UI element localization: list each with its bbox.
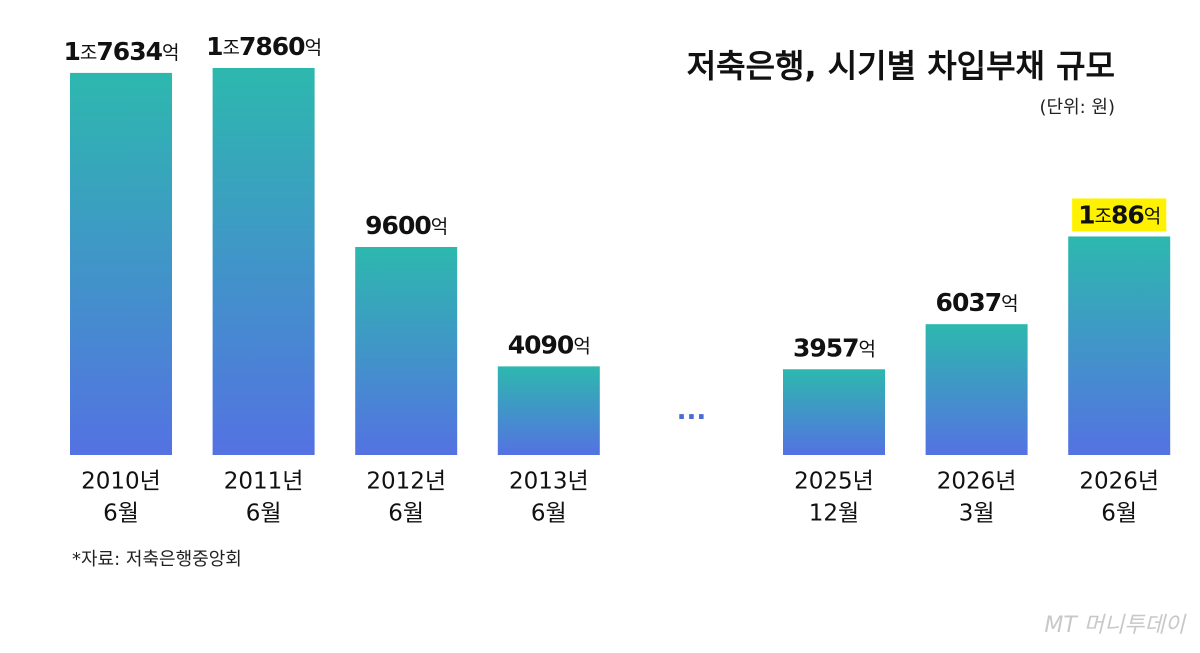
label-highlight	[1072, 198, 1167, 232]
x-tick-label: 12월	[809, 501, 859, 527]
bar	[925, 324, 1028, 455]
unit-note: (단위: 원)	[1039, 97, 1115, 118]
value-label-part: 억	[305, 37, 321, 59]
bar	[355, 246, 458, 455]
bar	[70, 72, 172, 455]
value-label-part: 6037	[936, 288, 1002, 317]
value-label: 4090억	[508, 330, 590, 359]
x-tick-label: 6월	[1101, 501, 1137, 527]
value-label-part: 조	[80, 41, 97, 63]
value-label: 9600억	[365, 211, 447, 240]
value-label-part: 1	[64, 37, 80, 66]
x-tick-label: 6월	[388, 501, 424, 527]
value-label-part: 1	[206, 32, 222, 61]
value-label: 1조7634억	[64, 37, 179, 66]
x-tick-label: 2011년	[224, 469, 304, 495]
x-tick-label: 6월	[103, 501, 139, 527]
value-label: 6037억	[936, 288, 1018, 317]
value-label-part: 억	[1144, 205, 1160, 227]
x-tick-label: 2025년	[794, 469, 874, 495]
break-marker: ···	[677, 403, 707, 433]
value-label: 1조86억	[1078, 200, 1160, 229]
x-tick-label: 2013년	[509, 469, 589, 495]
value-label-part: 1	[1078, 200, 1094, 229]
bar	[212, 68, 315, 455]
value-label-part: 4090	[508, 330, 574, 359]
x-tick-label: 2026년	[1079, 469, 1159, 495]
value-label-part: 억	[859, 338, 875, 360]
value-label-part: 조	[223, 37, 240, 59]
value-label-part: 조	[1095, 205, 1112, 227]
bar	[497, 366, 600, 455]
value-label: 1조7860억	[206, 32, 321, 61]
watermark: MT 머니투데이	[1044, 613, 1186, 638]
x-tick-label: 6월	[246, 501, 282, 527]
value-label: 3957억	[793, 333, 875, 362]
x-tick-label: 3월	[959, 501, 995, 527]
x-tick-label: 2026년	[937, 469, 1017, 495]
value-label-part: 3957	[793, 333, 859, 362]
x-tick-label: 2010년	[81, 469, 161, 495]
x-tick-label: 2012년	[366, 469, 446, 495]
value-label-part: 9600	[365, 211, 431, 240]
bar	[1068, 236, 1171, 455]
chart-title: 저축은행, 시기별 차입부채 규모	[687, 47, 1115, 85]
value-label-part: 7634	[96, 37, 162, 66]
value-label-part: 억	[162, 41, 178, 63]
source-note: *자료: 저축은행중앙회	[72, 549, 242, 570]
x-tick-label: 6월	[531, 501, 567, 527]
value-label-part: 86	[1111, 200, 1144, 229]
bar	[783, 369, 885, 455]
value-label-part: 억	[573, 335, 589, 357]
value-label-part: 억	[1001, 293, 1017, 315]
value-label-part: 7860	[239, 32, 305, 61]
value-label-part: 억	[431, 215, 447, 237]
